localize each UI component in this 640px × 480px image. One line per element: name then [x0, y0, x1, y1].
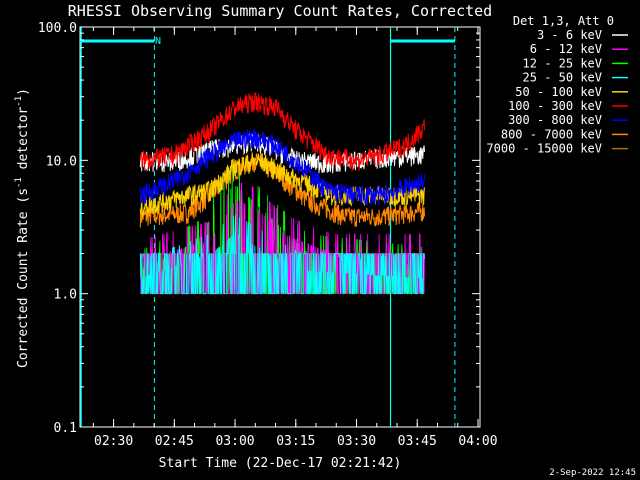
legend-label: 7000 - 15000 keV	[486, 142, 602, 156]
legend-label: 3 - 6 keV	[537, 28, 602, 42]
series-line	[139, 131, 425, 174]
series-line	[139, 152, 425, 228]
series-line	[139, 92, 425, 172]
legend-header: Det 1,3, Att 0	[513, 14, 614, 28]
time-markers	[80, 27, 456, 427]
legend-label: 12 - 25 keV	[523, 56, 602, 70]
legend-label: 100 - 300 keV	[508, 99, 602, 113]
y-axis-label: Corrected Count Rate (s-1 detector-1)	[14, 88, 31, 368]
y-tick-label: 100.0	[38, 21, 77, 36]
series-group	[139, 92, 425, 295]
x-tick-label: 03:15	[276, 434, 315, 449]
legend-label: 300 - 800 keV	[508, 113, 602, 127]
series-line	[139, 152, 425, 218]
x-tick-label: 02:30	[94, 434, 133, 449]
footer-date: 2-Sep-2022 12:45	[549, 468, 636, 478]
chart-title: RHESSI Observing Summary Count Rates, Co…	[68, 2, 492, 20]
series-line	[139, 129, 425, 206]
x-tick-label: 03:45	[398, 434, 437, 449]
night-marker-label: N	[155, 36, 161, 47]
x-axis: 02:30 02:45 03:00 03:15 03:30 03:45 04:00	[92, 27, 498, 449]
y-tick-label: 1.0	[54, 288, 77, 303]
x-tick-label: 03:00	[215, 434, 254, 449]
plot-frame	[79, 26, 481, 428]
x-tick-label: 04:00	[458, 434, 497, 449]
y-axis: 100.0 10.0 1.0 0.1	[38, 21, 480, 436]
legend-label: 6 - 12 keV	[530, 42, 602, 56]
y-tick-label: 10.0	[46, 154, 77, 169]
x-axis-label: Start Time (22-Dec-17 02:21:42)	[159, 456, 402, 471]
legend-label: 800 - 7000 keV	[501, 127, 602, 141]
legend-label: 50 - 100 keV	[515, 85, 602, 99]
y-tick-label: 0.1	[54, 421, 77, 436]
legend-label: 25 - 50 keV	[523, 71, 602, 85]
x-tick-label: 02:45	[155, 434, 194, 449]
x-tick-label: 03:30	[337, 434, 376, 449]
series-line	[139, 214, 425, 295]
